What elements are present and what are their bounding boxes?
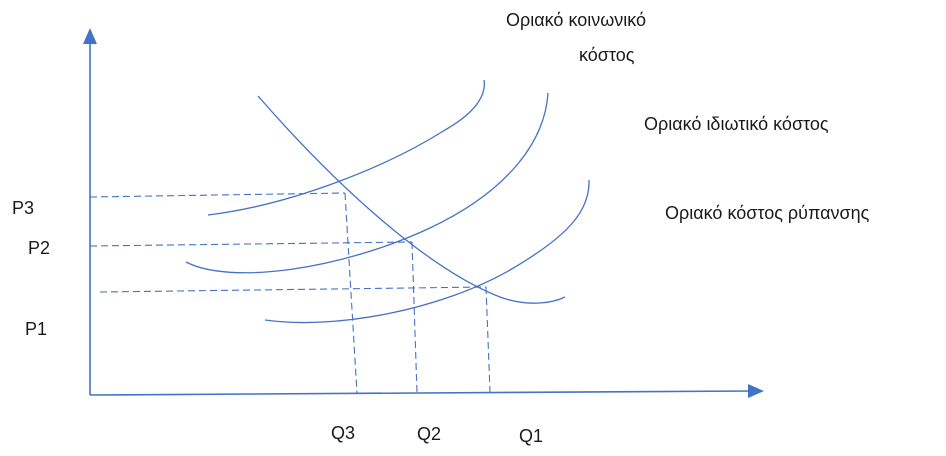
q2-dashed-line [411,241,418,394]
social-cost-label-line1: Οριακό κοινωνικό [506,10,647,30]
marginal-private-cost-curve [185,92,549,274]
x-tick-q2: Q2 [417,424,442,444]
demand-curve [257,95,566,304]
y-axis-arrowhead [83,28,97,44]
y-tick-p3: P3 [12,198,35,218]
x-axis-arrowhead [748,384,764,398]
marginal-social-cost-curve [207,79,485,216]
private-cost-label: Οριακό ιδιωτικό κόστος [644,114,829,134]
pollution-cost-label: Οριακό κόστος ρύπανσης [665,203,870,223]
y-tick-p2: P2 [28,238,51,258]
p3-dashed-line [89,192,346,198]
x-tick-q3: Q3 [331,423,356,443]
marginal-pollution-cost-curve [264,179,590,324]
x-axis [89,390,753,396]
social-cost-label-line2: κόστος [579,45,635,65]
p1-dashed-line [99,286,487,293]
y-tick-p1: P1 [25,319,48,339]
q1-dashed-line [485,286,491,393]
x-tick-q1: Q1 [519,426,544,446]
q3-dashed-line [344,192,358,394]
p2-dashed-line [89,241,413,247]
